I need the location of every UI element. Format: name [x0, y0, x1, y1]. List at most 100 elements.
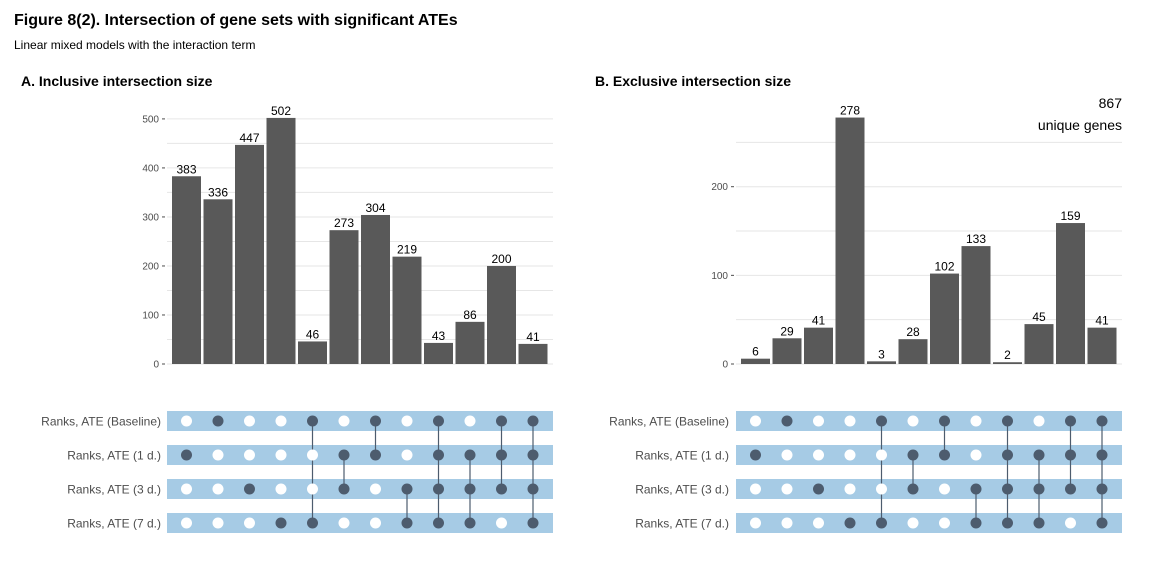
panel-a-matrix-dot-empty [464, 415, 476, 427]
panel-a-matrix-dot-empty [244, 517, 255, 529]
panel-b-matrix-dot-empty [813, 415, 824, 427]
panel-b-matrix-dot-empty [1065, 517, 1076, 529]
panel-b-matrix-dot-filled [876, 415, 887, 427]
panel-a-matrix-dot-empty [212, 449, 224, 461]
panel-a-bar-value-label: 41 [526, 330, 540, 344]
panel-a-matrix-dot-filled [244, 483, 255, 495]
panel-a-matrix-dot-empty [275, 415, 287, 427]
panel-b-bar [741, 358, 770, 364]
panel-b-matrix-dot-filled [844, 517, 856, 529]
panel-a-y-tick-label: 500 [142, 114, 159, 125]
panel-b-matrix-dot-empty [907, 415, 919, 427]
panel-b-matrix-dot-filled [1096, 483, 1108, 495]
panel-a-bar-value-label: 46 [306, 327, 320, 341]
panel-b-bar [835, 117, 865, 364]
panel-b-matrix-dot-filled [1033, 483, 1045, 495]
panel-a-set-band [167, 411, 553, 431]
panel-a-bar [235, 144, 264, 364]
panel-a-bar-value-label: 86 [463, 308, 477, 322]
panel-a-y-tick-label: 300 [142, 212, 159, 223]
panel-b-bar [898, 339, 928, 364]
panel-a-matrix-dot-filled [464, 449, 476, 461]
panel-b-matrix-dot-empty [781, 449, 793, 461]
panel-b-matrix-dot-filled [1096, 449, 1108, 461]
panel-a-bar-value-label: 200 [491, 252, 511, 266]
panel-b-set-label: Ranks, ATE (3 d.) [635, 483, 729, 497]
panel-b-matrix-dot-empty [939, 483, 950, 495]
panel-a-bar-value-label: 43 [432, 329, 446, 343]
panel-b-set-band [736, 479, 1122, 499]
panel-b-matrix-dot-filled [939, 449, 950, 461]
panel-a-matrix-dot-filled [338, 483, 350, 495]
panel-b-set-label: Ranks, ATE (Baseline) [609, 415, 729, 429]
panel-a-matrix-dot-filled [527, 517, 539, 529]
panel-a-matrix-dot-filled [496, 483, 507, 495]
panel-a-matrix-dot-filled [464, 517, 476, 529]
panel-a-matrix-dot-filled [212, 415, 224, 427]
panel-a-matrix-dot-empty [212, 517, 224, 529]
panel-b-bar-value-label: 41 [1095, 314, 1109, 328]
panel-b-bar-value-label: 2 [1004, 348, 1011, 362]
panel-a-set-label: Ranks, ATE (1 d.) [67, 449, 161, 463]
panel-a-bar-value-label: 502 [271, 104, 291, 118]
panel-b-matrix-dot-empty [750, 483, 761, 495]
panel-b-matrix-dot-empty [970, 415, 982, 427]
panel-b-matrix-dot-filled [1002, 483, 1013, 495]
figure-subtitle: Linear mixed models with the interaction… [14, 38, 256, 52]
panel-a-matrix-dot-empty [212, 483, 224, 495]
panel-b-matrix-dot-empty [844, 415, 856, 427]
panel-a-set-band [167, 513, 553, 533]
panel-b-matrix-dot-filled [1033, 517, 1045, 529]
panel-a-set-label: Ranks, ATE (7 d.) [67, 517, 161, 531]
panel-b-matrix-dot-filled [970, 517, 982, 529]
panel-a-title: A. Inclusive intersection size [21, 73, 213, 89]
panel-b-matrix-dot-filled [1065, 415, 1076, 427]
panel-a-matrix-dot-filled [433, 517, 444, 529]
panel-b-y-tick-label: 200 [711, 182, 728, 193]
panel-a-bar [172, 176, 201, 364]
panel-a-matrix-dot-empty [181, 517, 192, 529]
panel-b-annotation-value: 867 [1099, 95, 1123, 111]
panel-b-bar [961, 246, 991, 364]
panel-a-matrix-dot-empty [307, 483, 318, 495]
panel-a-matrix-dot-empty [275, 483, 287, 495]
panel-a-matrix-dot-filled [338, 449, 350, 461]
panel-a-bar [424, 342, 453, 364]
panel-a-bar-value-label: 304 [365, 201, 385, 215]
panel-b-matrix-dot-filled [1096, 415, 1108, 427]
panel-a-bar-value-label: 383 [176, 162, 196, 176]
panel-a-bar [266, 117, 296, 364]
panel-b-bar [867, 361, 896, 364]
panel-b-set-band [736, 513, 1122, 533]
panel-b-bar-value-label: 28 [906, 325, 920, 339]
panel-a-matrix-dot-filled [433, 415, 444, 427]
panel-b-matrix-dot-empty [750, 415, 761, 427]
panel-a-matrix-dot-empty [181, 415, 192, 427]
panel-b-bar-value-label: 3 [878, 347, 885, 361]
panel-b-matrix-dot-empty [907, 517, 919, 529]
panel-b-bar-value-label: 133 [966, 232, 986, 246]
panel-b-matrix-dot-filled [1002, 415, 1013, 427]
panel-b-bar [1087, 327, 1117, 364]
panel-a-bar [487, 265, 516, 364]
panel-b-y-tick-label: 0 [722, 360, 728, 371]
panel-a-matrix-dot-empty [370, 483, 381, 495]
panel-b-bar-value-label: 159 [1060, 209, 1080, 223]
panel-b-matrix-dot-empty [750, 517, 761, 529]
panel-a-matrix-dot-empty [496, 517, 507, 529]
panel-b-annotation-label: unique genes [1038, 117, 1122, 133]
panel-b-matrix-dot-empty [876, 483, 887, 495]
panel-a-matrix-dot-empty [370, 517, 381, 529]
panel-a-y-tick-label: 100 [142, 310, 159, 321]
panel-b-set-band [736, 445, 1122, 465]
panel-b-set-label: Ranks, ATE (1 d.) [635, 449, 729, 463]
panel-a-bar [455, 321, 485, 364]
panel-a-set-label: Ranks, ATE (Baseline) [41, 415, 161, 429]
panel-a-matrix-dot-filled [496, 415, 507, 427]
panel-a-set-band [167, 445, 553, 465]
panel-b-matrix-dot-filled [781, 415, 793, 427]
panel-a-matrix-dot-filled [527, 483, 539, 495]
panel-a-y-tick-label: 200 [142, 261, 159, 272]
panel-b-matrix-dot-filled [876, 517, 887, 529]
